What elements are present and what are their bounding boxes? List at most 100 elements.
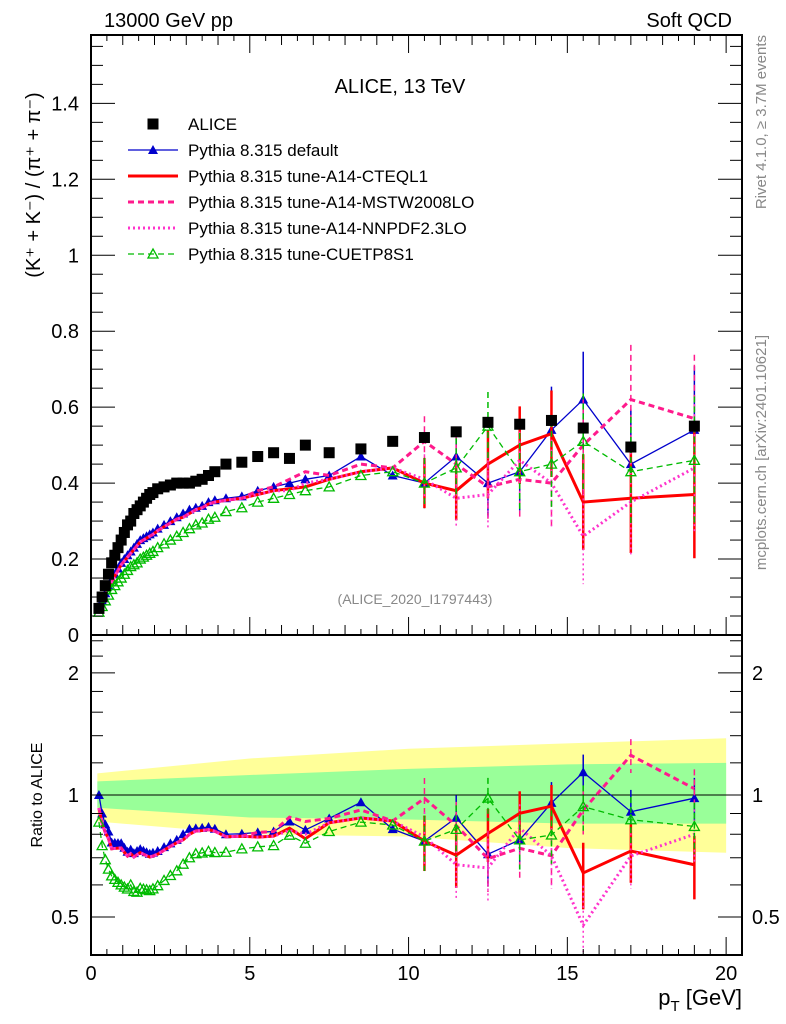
- data-point: [355, 797, 366, 807]
- data-point: [450, 426, 462, 438]
- ratio-y-tick-label-right: 0.5: [752, 907, 780, 929]
- data-point: [545, 457, 558, 469]
- data-point: [418, 432, 430, 444]
- data-point: [125, 515, 137, 527]
- data-point: [102, 862, 115, 874]
- data-point: [171, 477, 183, 489]
- data-point: [151, 879, 164, 891]
- data-point: [624, 465, 637, 477]
- data-point: [118, 526, 130, 538]
- legend-item: Pythia 8.315 tune-CUETP8S1: [128, 245, 414, 264]
- data-point: [208, 510, 221, 522]
- data-point: [267, 491, 280, 503]
- data-point: [220, 458, 232, 470]
- data-point: [267, 839, 280, 851]
- ratio-y-tick-label: 1: [68, 785, 79, 807]
- legend-item: Pythia 8.315 tune-A14-NNPDF2.3LO: [128, 219, 467, 238]
- data-point: [689, 793, 700, 803]
- axis-ticks: 00.20.40.60.811.21.40.5 0.51 12 20 5 10 15 20: [51, 35, 780, 985]
- x-tick-label: 10: [397, 963, 419, 985]
- data-point: [115, 571, 128, 583]
- data-point: [300, 474, 311, 484]
- data-point: [146, 247, 160, 259]
- data-point: [513, 465, 526, 477]
- series-line: [97, 458, 696, 611]
- data-point: [323, 825, 336, 837]
- data-point: [283, 488, 296, 500]
- data-point: [235, 501, 248, 513]
- data-point: [140, 883, 153, 895]
- legend-label: Pythia 8.315 tune-CUETP8S1: [188, 245, 414, 264]
- series-2: [97, 390, 696, 611]
- data-point: [283, 452, 295, 464]
- data-point: [209, 466, 221, 478]
- data-point: [688, 453, 701, 465]
- y-tick-label: 0.6: [51, 397, 79, 419]
- data-point: [545, 828, 558, 840]
- ratio-y-tick-label-right: 2: [752, 663, 763, 685]
- series-5: [92, 391, 701, 617]
- data-point: [577, 434, 590, 446]
- data-point: [235, 842, 248, 854]
- y-tick-label: 0.2: [51, 549, 79, 571]
- data-point: [124, 560, 137, 572]
- data-point: [99, 580, 111, 592]
- ratio-y-tick-label-right: 1: [752, 785, 763, 807]
- analysis-annotation: (ALICE_2020_I1797443): [338, 591, 493, 607]
- data-point: [108, 579, 121, 591]
- series-line: [97, 753, 696, 861]
- data-point: [688, 820, 701, 832]
- legend-item: ALICE: [147, 115, 237, 134]
- y-tick-label: 0: [68, 625, 79, 647]
- data-point: [109, 549, 121, 561]
- legend-label: Pythia 8.315 tune-A14-MSTW2008LO: [188, 193, 474, 212]
- header-right: Soft QCD: [646, 10, 732, 32]
- data-point: [127, 558, 140, 570]
- data-point: [157, 537, 171, 549]
- data-point: [143, 547, 156, 559]
- data-point: [202, 470, 214, 482]
- data-point: [130, 556, 144, 568]
- data-point: [481, 791, 495, 803]
- data-point: [137, 882, 150, 894]
- data-point: [355, 443, 367, 455]
- data-point: [177, 477, 189, 489]
- data-point: [284, 816, 295, 826]
- data-point: [418, 834, 431, 846]
- x-tick-label: 20: [715, 963, 737, 985]
- series-line: [98, 425, 695, 613]
- data-point: [688, 420, 700, 432]
- data-point: [354, 469, 368, 481]
- data-point: [102, 568, 114, 580]
- series-line: [97, 397, 695, 611]
- data-point: [190, 475, 202, 487]
- data-point: [283, 828, 296, 840]
- header-left: 13000 GeV pp: [104, 10, 233, 32]
- data-point: [625, 441, 637, 453]
- data-point: [158, 481, 170, 493]
- data-point: [152, 483, 164, 495]
- ratio-y-tick-label: 2: [68, 663, 79, 685]
- legend-label: Pythia 8.315 tune-A14-NNPDF2.3LO: [188, 219, 467, 238]
- ratio-y-tick-label: 0.5: [51, 907, 79, 929]
- data-point: [323, 480, 336, 492]
- data-point: [196, 473, 208, 485]
- data-point: [418, 476, 431, 488]
- data-point: [140, 548, 153, 560]
- series-5: [92, 777, 701, 897]
- main-ylabel: (K⁺ + K⁻) / (π⁺ + π⁻): [23, 92, 45, 277]
- data-point: [323, 447, 335, 459]
- data-point: [450, 823, 463, 835]
- data-point: [386, 465, 399, 477]
- data-point: [137, 550, 150, 562]
- data-point: [134, 882, 147, 894]
- data-point: [268, 447, 280, 459]
- series-3: [97, 344, 696, 611]
- data-point: [252, 451, 264, 463]
- data-point: [111, 575, 125, 587]
- data-point: [387, 470, 398, 480]
- x-tick-label: 0: [85, 963, 96, 985]
- data-point: [93, 602, 105, 614]
- data-point: [354, 815, 368, 827]
